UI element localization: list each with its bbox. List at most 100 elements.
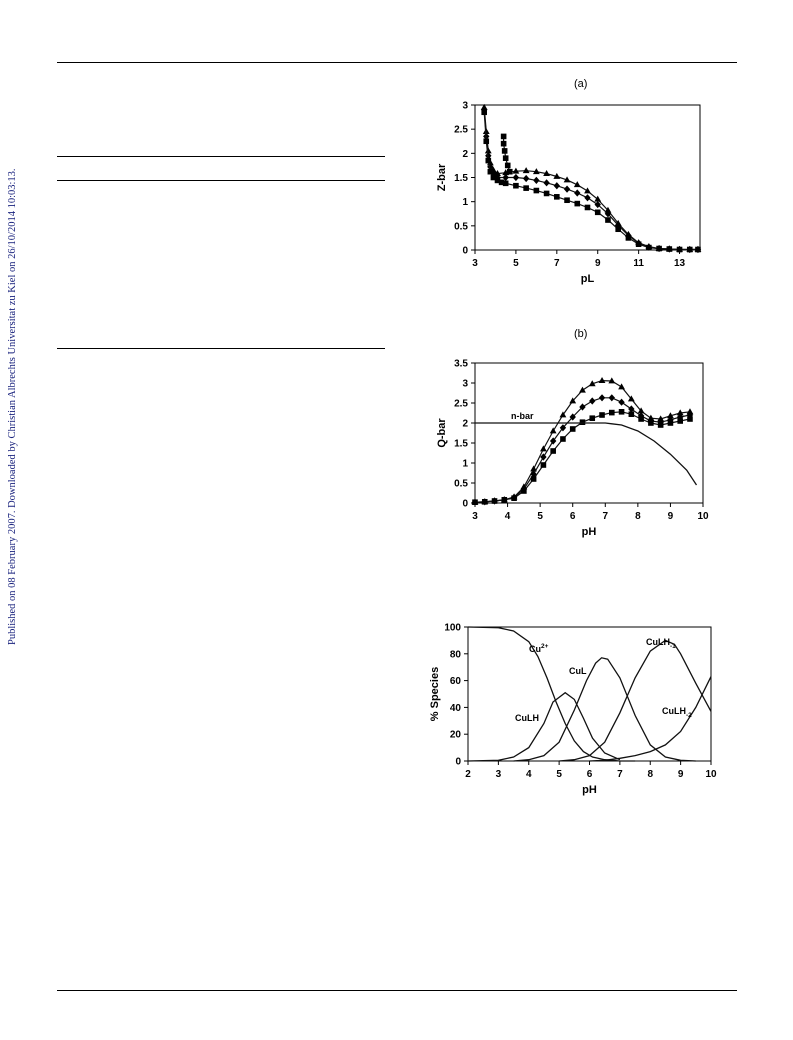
data-point-square	[483, 138, 490, 145]
data-point-square	[666, 246, 673, 252]
data-point-triangle	[676, 409, 684, 416]
data-point-square	[500, 140, 507, 147]
data-point-square	[487, 168, 494, 175]
data-point-square	[543, 190, 550, 197]
data-point-square	[540, 462, 547, 468]
x-tick-label: 9	[678, 769, 684, 780]
data-point-triangle	[579, 386, 586, 393]
y-tick-label: 1	[462, 459, 468, 470]
cu-superscript: 2+	[541, 643, 549, 650]
plot-frame	[474, 362, 704, 504]
data-point-diamond	[589, 397, 596, 405]
data-point-square	[638, 416, 644, 422]
data-point-triangle	[540, 445, 547, 452]
y-tick-label: 0	[462, 499, 468, 510]
data-point-square	[594, 209, 601, 216]
data-point-square	[521, 488, 527, 494]
data-point-square	[657, 422, 664, 428]
data-point-diamond	[628, 405, 635, 413]
x-axis-label: pL	[581, 273, 595, 285]
y-tick-label: 100	[444, 623, 461, 634]
y-tick-label: 0	[455, 757, 461, 768]
x-tick-label: 13	[674, 258, 686, 269]
data-point-diamond	[543, 179, 550, 187]
data-point-diamond	[614, 221, 622, 229]
footer-rule	[57, 990, 737, 991]
data-point-triangle	[594, 195, 602, 202]
data-point-diamond	[559, 424, 567, 432]
data-point-triangle	[512, 167, 520, 174]
data-point-triangle	[604, 206, 612, 213]
x-tick-label: 5	[513, 258, 519, 269]
data-point-square	[676, 246, 683, 253]
data-point-square	[605, 217, 611, 223]
data-point-diamond	[549, 437, 557, 445]
data-point-square	[560, 436, 566, 442]
culhm1-text: CuLH	[646, 637, 670, 647]
y-tick-label: 20	[450, 730, 462, 741]
x-tick-label: 7	[617, 769, 623, 780]
data-point-square	[533, 187, 540, 194]
data-point-triangle	[637, 407, 645, 414]
data-point-triangle	[553, 172, 561, 179]
data-point-square	[550, 448, 556, 454]
data-point-triangle	[608, 377, 616, 384]
x-tick-label: 10	[705, 769, 717, 780]
data-point-diamond	[618, 398, 625, 406]
y-tick-label: 60	[450, 676, 462, 687]
x-tick-label: 9	[595, 258, 601, 269]
data-point-diamond	[637, 412, 645, 420]
species-label-culh-minus1: CuLH-1	[646, 637, 676, 650]
data-point-square	[564, 197, 570, 204]
x-tick-label: 5	[537, 511, 543, 522]
series-line-3	[475, 422, 698, 486]
table-top-rule	[57, 156, 385, 157]
series-line-2	[513, 657, 696, 762]
x-axis-label: pH	[582, 526, 597, 538]
data-point-diamond	[594, 200, 601, 209]
data-point-square	[667, 420, 674, 426]
y-axis-label: Z-bar	[436, 163, 448, 191]
data-point-diamond	[677, 413, 684, 421]
data-point-square	[511, 495, 517, 501]
data-point-diamond	[553, 182, 561, 190]
series-line-3	[559, 639, 712, 762]
culhm1-subscript: -1	[670, 643, 676, 650]
x-tick-label: 2	[465, 769, 471, 780]
figure-a-label: (a)	[574, 78, 588, 90]
data-point-diamond	[522, 174, 530, 183]
data-point-diamond	[579, 403, 586, 411]
x-tick-label: 3	[472, 511, 478, 522]
x-tick-label: 8	[635, 511, 641, 522]
data-point-diamond	[608, 394, 615, 402]
data-point-square	[628, 411, 635, 417]
chart-b-plot-area: 3 4 5 6 7 8 9 10 0 0.5 1 1.5 2 2.5 3 3.5 pH Q-bar	[436, 359, 709, 539]
y-tick-label: 0	[462, 246, 468, 257]
data-point-triangle	[573, 181, 581, 188]
data-point-triangle	[588, 380, 596, 387]
data-point-square	[501, 148, 508, 154]
x-tick-label: 3	[472, 258, 478, 269]
data-point-square	[494, 177, 501, 184]
data-point-square	[481, 499, 488, 505]
data-point-square	[501, 497, 508, 503]
data-point-square	[498, 179, 505, 186]
data-point-triangle	[667, 412, 674, 419]
table-bottom-rule	[57, 348, 385, 349]
y-tick-label: 40	[450, 703, 462, 714]
species-label-culh-minus2: CuLH-2	[662, 706, 692, 719]
data-point-square	[695, 246, 701, 253]
species-label-cu2plus: Cu2+	[529, 643, 549, 654]
data-point-square	[485, 157, 492, 164]
header-rule	[57, 62, 737, 63]
data-point-square	[513, 182, 519, 189]
data-point-triangle	[530, 465, 538, 472]
y-tick-label: 3.5	[454, 359, 468, 370]
series-line-0	[467, 626, 636, 762]
data-point-square	[648, 420, 654, 426]
data-point-square	[599, 412, 605, 418]
data-point-square	[500, 133, 507, 140]
x-tick-label: 8	[647, 769, 653, 780]
